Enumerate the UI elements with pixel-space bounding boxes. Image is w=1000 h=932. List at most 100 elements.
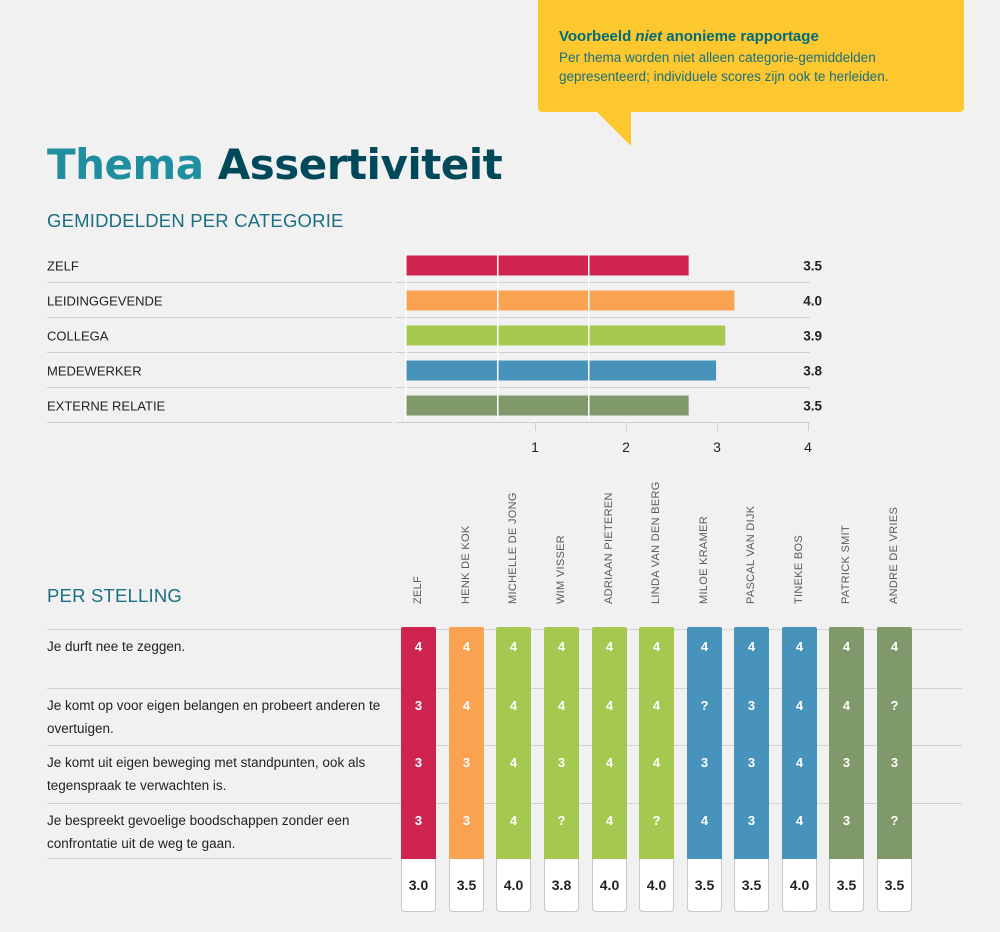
column-average: 3.0 <box>401 859 436 912</box>
row-divider <box>47 858 392 859</box>
row-divider <box>47 352 392 353</box>
column-header-label: MILOE KRAMER <box>698 516 710 604</box>
column-header-label: MICHELLE DE JONG <box>507 492 519 604</box>
page-title-part1: Thema <box>47 140 204 189</box>
gridline <box>497 251 499 420</box>
score-cell: 4 <box>509 698 518 713</box>
score-column <box>496 627 531 859</box>
column-header: MILOE KRAMER <box>694 482 714 604</box>
score-cell: ? <box>652 813 661 828</box>
column-average: 3.8 <box>544 859 579 912</box>
score-cell: 4 <box>842 698 851 713</box>
statement-label: Je komt uit eigen beweging met standpunt… <box>47 755 366 793</box>
statement-label: Je komt op voor eigen belangen en probee… <box>47 698 381 736</box>
column-header: WIM VISSER <box>551 482 571 604</box>
score-cell: 4 <box>605 755 614 770</box>
column-header-label: WIM VISSER <box>555 534 567 604</box>
score-cell: 4 <box>557 698 566 713</box>
score-cell: 4 <box>557 639 566 654</box>
category-value-label: 3.5 <box>803 259 822 274</box>
row-divider <box>392 803 962 804</box>
category-bar <box>405 395 689 416</box>
category-label: EXTERNE RELATIE <box>47 399 166 414</box>
callout-title-emphasis: niet <box>635 28 663 45</box>
column-header: HENK DE KOK <box>456 482 476 605</box>
score-cell: 3 <box>462 755 471 770</box>
score-cell: 3 <box>557 755 566 770</box>
column-header: PATRICK SMIT <box>836 482 856 604</box>
score-cell: 4 <box>842 639 851 654</box>
category-bar <box>405 290 735 311</box>
score-cell: 4 <box>747 639 756 654</box>
column-header-label: ANDRE DE VRIES <box>888 506 900 604</box>
tick-label: 2 <box>622 439 630 455</box>
tick-mark <box>717 423 718 431</box>
row-divider <box>395 422 810 423</box>
category-label: MEDEWERKER <box>47 364 142 379</box>
callout-box: Voorbeeld niet anonieme rapportage Per t… <box>538 0 964 112</box>
score-cell: 3 <box>890 755 899 770</box>
tick-label: 4 <box>804 439 812 455</box>
score-column <box>782 627 817 859</box>
column-header: ADRIAAN PIETEREN <box>599 482 619 604</box>
category-value-label: 4.0 <box>803 294 822 309</box>
column-header-label: TINEKE BOS <box>793 534 805 604</box>
column-average: 4.0 <box>496 859 531 912</box>
score-cell: 4 <box>795 639 804 654</box>
score-column <box>829 627 864 859</box>
score-cell: 4 <box>605 639 614 654</box>
tick-mark <box>626 423 627 431</box>
row-divider <box>47 317 392 318</box>
page-title-part2: Assertiviteit <box>217 140 503 189</box>
score-cell: 4 <box>700 639 709 654</box>
category-bar <box>405 360 717 381</box>
column-header: TINEKE BOS <box>789 482 809 604</box>
page-title: Thema Assertiviteit <box>47 140 503 189</box>
row-divider <box>47 422 392 423</box>
score-cell: 3 <box>747 755 756 770</box>
statement-label: Je durft nee te zeggen. <box>47 639 186 654</box>
tick-mark <box>808 423 809 431</box>
tick-mark <box>535 423 536 431</box>
score-cell: 3 <box>462 813 471 828</box>
score-cell: 4 <box>462 639 471 654</box>
row-divider <box>47 629 392 630</box>
column-header-label: LINDA VAN DEN BERG <box>650 481 662 604</box>
column-header-label: ZELF <box>412 575 424 604</box>
column-average: 3.5 <box>449 859 484 912</box>
statement-label: Je bespreekt gevoelige boodschappen zond… <box>47 813 350 851</box>
score-cell: 3 <box>747 813 756 828</box>
score-cell: 4 <box>700 813 709 828</box>
score-cell: 4 <box>795 698 804 713</box>
row-divider <box>395 352 810 353</box>
column-average: 3.5 <box>877 859 912 912</box>
score-cell: 3 <box>414 698 423 713</box>
score-cell: ? <box>890 813 899 828</box>
score-cell: 4 <box>652 755 661 770</box>
score-cell: ? <box>890 698 899 713</box>
averages-chart: ZELF 3.5 LEIDINGGEVENDE 4.0 COLLEGA 3.9 MEDEWE… <box>47 251 822 455</box>
row-divider <box>47 803 392 804</box>
column-average: 4.0 <box>639 859 674 912</box>
column-average: 3.5 <box>687 859 722 912</box>
category-value-label: 3.8 <box>803 364 822 379</box>
score-column <box>401 627 436 859</box>
score-cell: 3 <box>747 698 756 713</box>
score-column <box>687 627 722 859</box>
score-cell: 4 <box>890 639 899 654</box>
callout-title: Voorbeeld niet anonieme rapportage <box>559 28 819 45</box>
category-label: COLLEGA <box>47 329 109 344</box>
score-cell: 4 <box>795 755 804 770</box>
column-header: MICHELLE DE JONG <box>503 482 523 604</box>
row-divider <box>47 688 392 689</box>
score-column <box>449 627 484 859</box>
column-header-label: PATRICK SMIT <box>840 525 852 604</box>
score-cell: 4 <box>652 639 661 654</box>
score-cell: 4 <box>509 813 518 828</box>
column-average: 4.0 <box>782 859 817 912</box>
score-column <box>877 627 912 859</box>
row-divider <box>395 282 810 283</box>
statements-heading: PER STELLING <box>47 585 183 606</box>
row-divider <box>392 688 962 689</box>
column-header-label: PASCAL VAN DIJK <box>745 505 757 604</box>
